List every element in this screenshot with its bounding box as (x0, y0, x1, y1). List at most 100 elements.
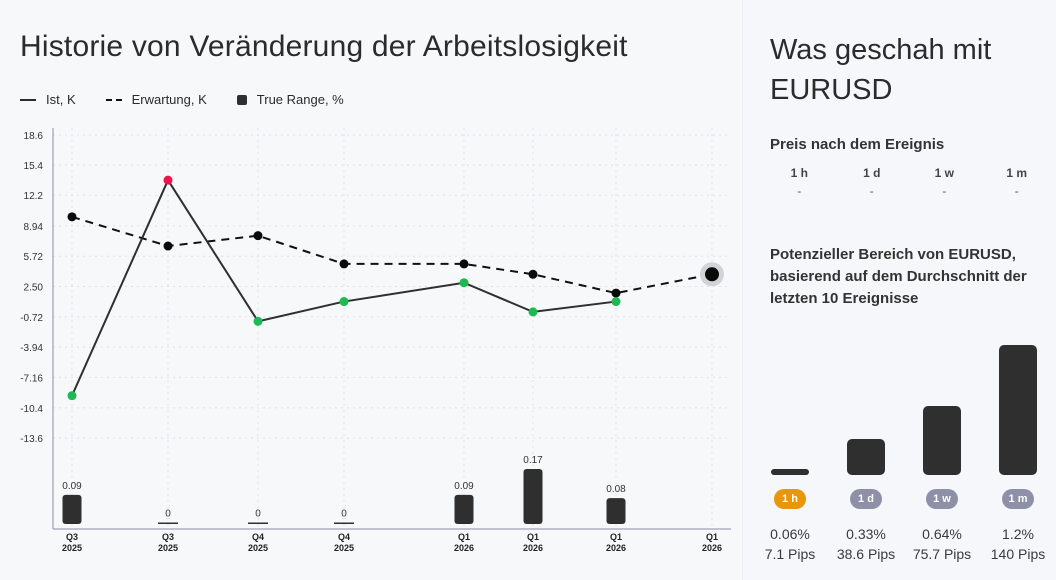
true-range-bar (606, 498, 626, 524)
y-tick-label: -10.4 (20, 404, 43, 415)
x-tick-label: Q3 (66, 532, 78, 542)
true-range-bar (248, 522, 268, 524)
forecast-point (705, 267, 719, 282)
ist-point (611, 297, 621, 307)
y-tick-label: -13.6 (20, 434, 43, 445)
bar-value-label: 0 (255, 509, 261, 520)
legend-label: Ist, K (46, 92, 76, 107)
x-tick-label: 2025 (334, 543, 354, 553)
dashed-line-icon (105, 98, 122, 101)
erwartung-point (339, 259, 349, 269)
history-panel: Historie von Veränderung der Arbeitslosi… (20, 30, 731, 553)
price-after-grid: 1 h - 1 d - 1 w - 1 m - (763, 166, 1053, 198)
ist-point (528, 307, 538, 317)
range-pips: 38.6 Pips (836, 546, 896, 562)
range-pips: 140 Pips (990, 546, 1046, 562)
price-period-label: 1 h (790, 166, 808, 180)
x-tick-label: 2025 (62, 543, 82, 553)
legend-label: True Range, % (256, 92, 344, 107)
x-tick-label: 2026 (702, 543, 722, 553)
period-pill-1d[interactable]: 1 d (850, 489, 882, 509)
x-tick-label: 2026 (523, 543, 543, 553)
y-tick-label: 15.4 (24, 161, 44, 172)
solid-line-icon (20, 98, 36, 101)
x-tick-label: 2026 (606, 543, 626, 553)
erwartung-line (71, 215, 713, 295)
period-pill-1w[interactable]: 1 w (926, 489, 958, 509)
period-pill-1m[interactable]: 1 m (1002, 489, 1034, 509)
price-value: - (1014, 184, 1019, 198)
y-tick-label: 18.6 (24, 131, 44, 142)
x-tick-label: Q4 (338, 532, 350, 542)
erwartung-point (459, 259, 469, 269)
y-tick-label: 5.72 (24, 252, 44, 263)
bar-value-label: 0.09 (454, 481, 474, 492)
true-range-bar (523, 469, 543, 524)
unemployment-chart: 18.6 15.4 12.2 8.94 5.72 2.50 -0.72 -3.94 -7.16 -… (20, 128, 731, 553)
x-tick-label: 2026 (454, 543, 474, 553)
range-bar (771, 468, 809, 475)
y-tick-label: 12.2 (24, 191, 44, 202)
range-bar (999, 345, 1037, 475)
price-period-label: 1 d (863, 166, 881, 180)
price-after-1d: 1 d - (836, 166, 909, 198)
ist-point (67, 391, 77, 401)
x-tick-label: 2025 (248, 543, 268, 553)
true-range-bar (158, 522, 178, 524)
x-tick-label: Q1 (610, 532, 622, 542)
legend-item-erwartung[interactable]: Erwartung, K (105, 92, 207, 107)
range-percent: 0.33% (846, 526, 886, 542)
ist-point (459, 278, 469, 288)
x-tick-label: 2025 (158, 543, 178, 553)
x-tick-label: Q1 (706, 532, 718, 542)
legend-item-true-range[interactable]: True Range, % (236, 92, 344, 107)
chart-title: Historie von Veränderung der Arbeitslosi… (20, 30, 628, 63)
range-percent: 1.2% (1002, 526, 1034, 542)
period-pill-1h[interactable]: 1 h (774, 489, 806, 509)
legend-label: Erwartung, K (131, 92, 207, 107)
bar-value-label: 0.17 (523, 455, 543, 466)
erwartung-point (528, 269, 538, 279)
range-percent: 0.64% (922, 526, 962, 542)
erwartung-point (253, 231, 263, 241)
range-percent: 0.06% (770, 526, 810, 542)
price-after-1m: 1 m - (981, 166, 1054, 198)
price-after-1w: 1 w - (908, 166, 981, 198)
y-tick-label: 8.94 (24, 222, 44, 233)
bar-value-label: 0.09 (62, 481, 82, 492)
legend-item-ist[interactable]: Ist, K (20, 92, 76, 107)
erwartung-point (611, 288, 621, 298)
price-after-heading: Preis nach dem Ereignis (770, 136, 945, 153)
price-value: - (942, 184, 947, 198)
price-value: - (869, 184, 874, 198)
y-tick-label: -3.94 (20, 343, 43, 354)
erwartung-point (163, 241, 173, 251)
true-range-bar (454, 494, 474, 524)
x-tick-label: Q1 (458, 532, 470, 542)
y-tick-label: -0.72 (20, 313, 43, 324)
range-bar (923, 405, 961, 475)
price-value: - (797, 184, 802, 198)
true-range-bar (334, 522, 354, 524)
price-period-label: 1 w (934, 166, 954, 180)
true-range-bar (62, 494, 82, 524)
price-period-label: 1 m (1006, 166, 1028, 180)
bar-square-icon (236, 94, 247, 105)
range-heading: Potenzieller Bereich von EURUSD, basiere… (770, 246, 1027, 307)
x-tick-label: Q3 (162, 532, 174, 542)
ist-point (339, 297, 349, 307)
eurusd-panel: Was geschah mit EURUSD Preis nach dem Er… (742, 0, 1056, 580)
eurusd-title: Was geschah mit EURUSD (770, 34, 992, 106)
ist-point (163, 175, 173, 185)
erwartung-point (67, 212, 77, 222)
range-pips: 7.1 Pips (764, 546, 816, 562)
y-tick-label: 2.50 (24, 283, 44, 294)
x-tick-label: Q1 (527, 532, 539, 542)
range-bar (847, 439, 885, 475)
bar-value-label: 0 (341, 509, 347, 520)
x-tick-label: Q4 (252, 532, 264, 542)
bar-value-label: 0.08 (606, 484, 626, 495)
range-pips: 75.7 Pips (912, 546, 972, 562)
y-tick-label: -7.16 (20, 373, 43, 384)
range-chart: 1 h 0.06% 7.1 Pips 1 d 0.33% 38.6 Pips 1 w 0.64… (759, 330, 1055, 580)
